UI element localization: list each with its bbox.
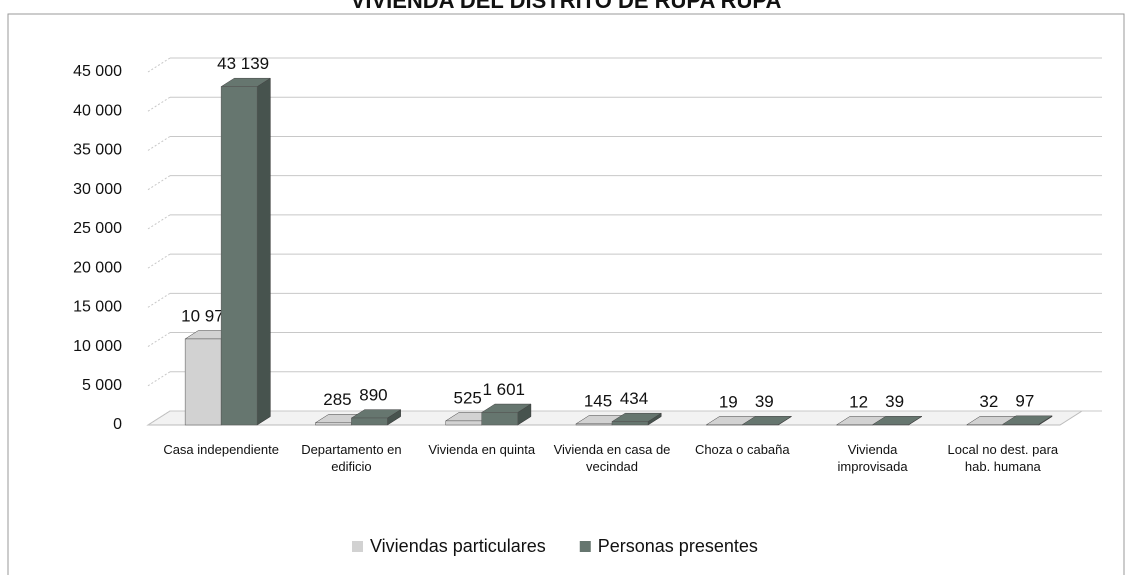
bar-front: [481, 412, 518, 426]
bar-front: [575, 423, 613, 426]
y-tick-label: 10 000: [73, 338, 122, 355]
y-tick-label: 45 000: [73, 63, 122, 80]
bar: [480, 403, 532, 426]
bar: [1001, 415, 1053, 426]
y-tick-label: 35 000: [73, 142, 122, 159]
bar-front: [220, 86, 258, 426]
x-tick-label: Vivienda en quinta: [428, 442, 536, 457]
bar-front: [611, 421, 649, 426]
x-tick-label: Departamento en edificio: [301, 442, 402, 474]
data-label: 525: [454, 388, 482, 407]
data-label: 97: [1015, 392, 1034, 411]
data-label: 19: [719, 392, 738, 411]
legend-label: Viviendas particulares: [370, 536, 546, 556]
grid-line-side: [147, 96, 171, 112]
grid-line-side: [147, 371, 171, 387]
data-label: 890: [359, 386, 387, 405]
y-tick-label: 20 000: [73, 259, 122, 276]
grid-line-side: [147, 136, 171, 151]
bar: [871, 415, 923, 426]
chart-border: [7, 13, 1125, 575]
x-tick-label: Casa independiente: [163, 442, 279, 457]
data-label: 32: [979, 392, 998, 411]
bar-front: [351, 417, 388, 426]
chart-title: VIVIENDA DEL DISTRITO DE RUPA RUPA: [351, 0, 782, 13]
y-tick-label: 15 000: [73, 299, 122, 316]
y-tick-label: 5 000: [82, 377, 122, 394]
data-label: 10 972: [181, 306, 233, 325]
grid-line-side: [147, 57, 171, 73]
grid-line-side: [147, 214, 171, 230]
grid-line-side: [147, 253, 171, 269]
data-label: 1 601: [482, 380, 525, 399]
grid-line-side: [147, 175, 171, 191]
bar-side: [256, 77, 271, 426]
bar: [611, 412, 663, 426]
y-tick-label: 0: [113, 416, 122, 433]
data-label: 39: [885, 392, 904, 411]
bar: [350, 409, 402, 426]
data-label: 145: [584, 391, 612, 410]
x-tick-label: Local no dest. para hab. humana: [947, 442, 1059, 474]
legend-swatch: [352, 541, 363, 552]
grid-line-side: [147, 292, 171, 308]
data-label: 39: [755, 392, 774, 411]
data-label: 43 139: [217, 54, 269, 73]
bar-front: [1002, 423, 1040, 426]
data-label: 285: [323, 390, 351, 409]
legend-label: Personas presentes: [598, 536, 758, 556]
y-tick-label: 40 000: [73, 102, 122, 119]
bar-front: [445, 420, 482, 426]
legend-swatch: [579, 541, 591, 552]
y-tick-label: 25 000: [73, 220, 122, 237]
grid-line-side: [147, 332, 171, 347]
bar-front: [315, 422, 352, 426]
bar: [741, 415, 793, 426]
bar: [220, 77, 272, 426]
bar-front: [184, 338, 222, 426]
x-tick-label: Vivienda en casa de vecindad: [553, 442, 671, 474]
x-tick-label: Choza o cabaña: [694, 442, 790, 457]
data-label: 434: [620, 389, 648, 408]
data-label: 12: [849, 392, 868, 411]
x-tick-label: Vivienda improvisada: [837, 442, 908, 474]
grid-line-side: [147, 410, 171, 426]
y-tick-label: 30 000: [73, 181, 122, 198]
